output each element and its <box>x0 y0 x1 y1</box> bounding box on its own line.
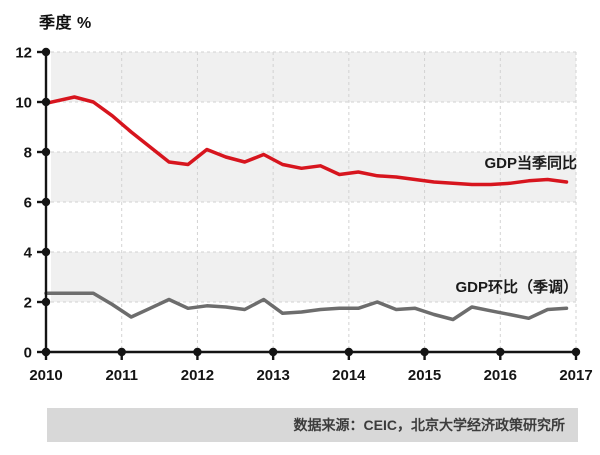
series-line-gdp-qoq <box>44 291 569 322</box>
y-tick-label: 0 <box>24 345 32 362</box>
x-tick-dot <box>117 347 126 357</box>
y-tick-label: 2 <box>24 295 32 312</box>
y-tick-label: 8 <box>24 145 32 162</box>
x-tick-dot <box>571 347 581 357</box>
series-label-gdp-yoy: GDP当季同比 <box>484 155 577 172</box>
y-tick-label: 12 <box>15 45 32 62</box>
x-tick-label: 2016 <box>484 367 517 384</box>
series-label-gdp-qoq: GDP环比（季调） <box>455 279 578 296</box>
y-tick-dot <box>41 247 51 257</box>
x-tick-label: 2013 <box>256 367 289 384</box>
y-axis-title: 季度 % <box>39 15 92 32</box>
y-tick-dot <box>41 47 51 57</box>
x-tick-label: 2012 <box>181 367 214 384</box>
y-tick-label: 4 <box>24 245 33 262</box>
source-bar: 数据来源：CEIC，北京大学经济政策研究所 <box>47 408 578 442</box>
y-tick-label: 6 <box>24 195 32 212</box>
y-tick-label: 10 <box>15 95 32 112</box>
plot-band <box>51 252 576 302</box>
y-tick-dot <box>41 97 51 107</box>
y-tick-dot <box>41 297 51 307</box>
x-tick-dot <box>268 347 278 357</box>
plot-band <box>51 52 576 102</box>
x-tick-dot <box>41 347 51 357</box>
x-tick-dot <box>496 347 505 357</box>
x-tick-label: 2014 <box>332 367 366 384</box>
x-tick-label: 2010 <box>29 367 62 384</box>
gdp-line-chart: 0 2 4 6 8 10 12 2010 2011 2012 2013 2014 2015 2016 201… <box>15 45 592 385</box>
x-tick-dot <box>193 347 202 357</box>
x-tick-label: 2015 <box>408 367 441 384</box>
x-tick-label: 2011 <box>105 367 138 384</box>
x-tick-dot <box>344 347 354 357</box>
plot-band <box>51 152 576 202</box>
x-tick-dot <box>420 347 429 357</box>
series-line-gdp-yoy <box>44 95 569 187</box>
source-note: 数据来源：CEIC，北京大学经济政策研究所 <box>293 417 565 433</box>
x-tick-label: 2017 <box>559 367 592 384</box>
y-tick-dot <box>41 147 51 157</box>
y-tick-dot <box>41 197 51 207</box>
